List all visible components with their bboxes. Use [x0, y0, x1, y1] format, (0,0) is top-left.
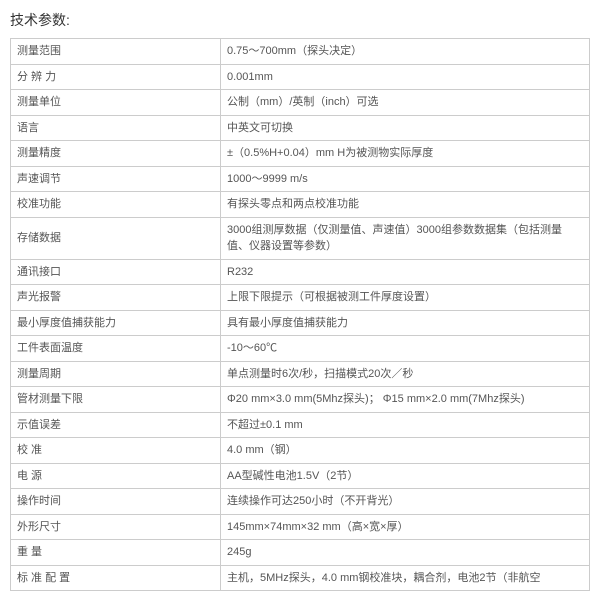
table-row: 外形尺寸145mm×74mm×32 mm（高×宽×厚）	[11, 514, 590, 540]
spec-value: Φ20 mm×3.0 mm(5Mhz探头)； Φ15 mm×2.0 mm(7Mh…	[221, 387, 590, 413]
spec-label: 存储数据	[11, 217, 221, 259]
table-row: 校 准4.0 mm（钢）	[11, 438, 590, 464]
spec-label: 测量范围	[11, 39, 221, 65]
table-row: 工件表面温度-10～60℃	[11, 336, 590, 362]
spec-label: 声速调节	[11, 166, 221, 192]
table-row: 通讯接口R232	[11, 259, 590, 285]
spec-label: 校准功能	[11, 192, 221, 218]
spec-label: 外形尺寸	[11, 514, 221, 540]
spec-label: 校 准	[11, 438, 221, 464]
spec-value: 245g	[221, 540, 590, 566]
table-row: 测量单位公制（mm）/英制（inch）可选	[11, 90, 590, 116]
spec-label: 示值误差	[11, 412, 221, 438]
spec-label: 最小厚度值捕获能力	[11, 310, 221, 336]
spec-label: 工件表面温度	[11, 336, 221, 362]
spec-label: 测量单位	[11, 90, 221, 116]
spec-label: 管材测量下限	[11, 387, 221, 413]
table-row: 标 准 配 置主机，5MHz探头，4.0 mm钢校准块，耦合剂，电池2节（非航空	[11, 565, 590, 591]
spec-label: 操作时间	[11, 489, 221, 515]
spec-value: 不超过±0.1 mm	[221, 412, 590, 438]
spec-label: 语言	[11, 115, 221, 141]
table-row: 管材测量下限Φ20 mm×3.0 mm(5Mhz探头)； Φ15 mm×2.0 …	[11, 387, 590, 413]
table-row: 操作时间连续操作可达250小时（不开背光）	[11, 489, 590, 515]
spec-value: 单点测量时6次/秒，扫描模式20次／秒	[221, 361, 590, 387]
spec-value: 主机，5MHz探头，4.0 mm钢校准块，耦合剂，电池2节（非航空	[221, 565, 590, 591]
spec-label: 测量周期	[11, 361, 221, 387]
table-row: 重 量245g	[11, 540, 590, 566]
table-row: 语言中英文可切换	[11, 115, 590, 141]
spec-value: 具有最小厚度值捕获能力	[221, 310, 590, 336]
table-row: 校准功能有探头零点和两点校准功能	[11, 192, 590, 218]
table-row: 最小厚度值捕获能力具有最小厚度值捕获能力	[11, 310, 590, 336]
spec-value: R232	[221, 259, 590, 285]
spec-value: 4.0 mm（钢）	[221, 438, 590, 464]
spec-value: -10～60℃	[221, 336, 590, 362]
table-row: 测量周期单点测量时6次/秒，扫描模式20次／秒	[11, 361, 590, 387]
table-row: 电 源AA型碱性电池1.5V（2节）	[11, 463, 590, 489]
spec-value: 1000～9999 m/s	[221, 166, 590, 192]
spec-value: 0.75～700mm（探头决定）	[221, 39, 590, 65]
table-row: 测量范围0.75～700mm（探头决定）	[11, 39, 590, 65]
spec-label: 重 量	[11, 540, 221, 566]
spec-value: 连续操作可达250小时（不开背光）	[221, 489, 590, 515]
spec-table: 测量范围0.75～700mm（探头决定）分 辨 力0.001mm测量单位公制（m…	[10, 38, 590, 591]
spec-value: ±（0.5%H+0.04）mm H为被测物实际厚度	[221, 141, 590, 167]
spec-label: 电 源	[11, 463, 221, 489]
spec-value: 0.001mm	[221, 64, 590, 90]
spec-label: 标 准 配 置	[11, 565, 221, 591]
spec-label: 测量精度	[11, 141, 221, 167]
spec-value: AA型碱性电池1.5V（2节）	[221, 463, 590, 489]
spec-value: 145mm×74mm×32 mm（高×宽×厚）	[221, 514, 590, 540]
table-row: 声光报警上限下限提示（可根据被测工件厚度设置）	[11, 285, 590, 311]
page-title: 技术参数:	[10, 10, 590, 30]
table-row: 测量精度±（0.5%H+0.04）mm H为被测物实际厚度	[11, 141, 590, 167]
spec-label: 分 辨 力	[11, 64, 221, 90]
table-row: 声速调节1000～9999 m/s	[11, 166, 590, 192]
spec-value: 3000组测厚数据（仅测量值、声速值）3000组参数数据集（包括测量值、仪器设置…	[221, 217, 590, 259]
spec-label: 通讯接口	[11, 259, 221, 285]
spec-value: 中英文可切换	[221, 115, 590, 141]
table-row: 分 辨 力0.001mm	[11, 64, 590, 90]
spec-value: 有探头零点和两点校准功能	[221, 192, 590, 218]
table-row: 示值误差不超过±0.1 mm	[11, 412, 590, 438]
spec-label: 声光报警	[11, 285, 221, 311]
spec-value: 公制（mm）/英制（inch）可选	[221, 90, 590, 116]
spec-value: 上限下限提示（可根据被测工件厚度设置）	[221, 285, 590, 311]
table-row: 存储数据3000组测厚数据（仅测量值、声速值）3000组参数数据集（包括测量值、…	[11, 217, 590, 259]
